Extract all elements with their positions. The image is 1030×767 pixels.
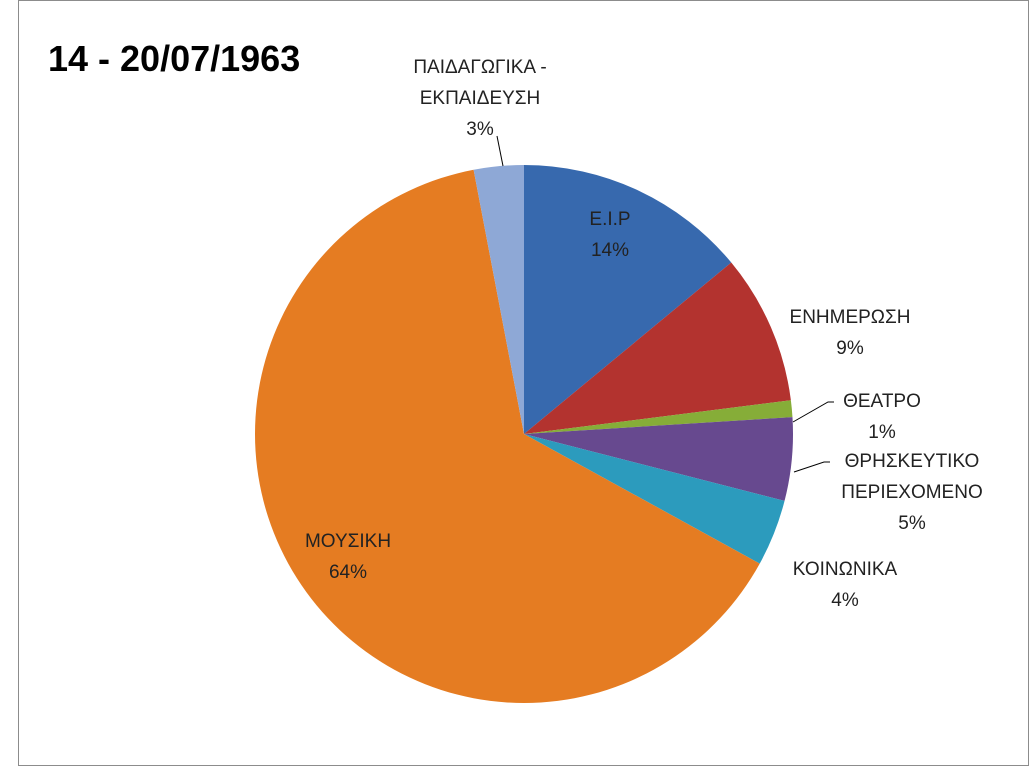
data-label: ΘΡΗΣΚΕΥΤΙΚΟ ΠΕΡΙΕΧΟΜΕΝΟ 5%	[812, 446, 1012, 539]
leader-line	[792, 401, 834, 423]
leader-line	[793, 461, 830, 473]
category-label: Ε.Ι.Ρ	[589, 209, 631, 230]
value-label: 1%	[868, 422, 896, 443]
pie-slice	[473, 165, 524, 434]
category-label: ΘΕΑΤΡΟ	[843, 391, 921, 412]
value-label: 5%	[898, 513, 926, 534]
leader-line	[496, 135, 504, 167]
value-label: 3%	[466, 119, 494, 140]
data-label: ΜΟΥΣΙΚΗ 64%	[288, 526, 408, 588]
category-label: ΚΟΙΝΩΝΙΚΑ	[792, 559, 898, 580]
category-label: ΕΝΗΜΕΡΩΣΗ	[789, 307, 911, 328]
chart-title: 14 - 20/07/1963	[48, 38, 301, 79]
pie-slice	[524, 400, 793, 434]
value-label: 4%	[831, 590, 859, 611]
category-label: ΠΑΙΔΑΓΩΓΙΚΑ - ΕΚΠΑΙΔΕΥΣΗ	[413, 57, 547, 109]
data-label: Ε.Ι.Ρ 14%	[550, 204, 670, 266]
pie-slice	[524, 417, 793, 501]
value-label: 64%	[328, 562, 368, 583]
data-label: ΠΑΙΔΑΓΩΓΙΚΑ - ΕΚΠΑΙΔΕΥΣΗ 3%	[380, 52, 580, 145]
category-label: ΜΟΥΣΙΚΗ	[304, 531, 392, 552]
value-label: 9%	[836, 338, 864, 359]
data-label: ΕΝΗΜΕΡΩΣΗ 9%	[770, 302, 930, 364]
pie-slice	[524, 165, 732, 434]
data-label: ΚΟΙΝΩΝΙΚΑ 4%	[770, 554, 920, 616]
pie-slice	[524, 434, 785, 564]
pie	[255, 165, 793, 704]
value-label: 14%	[590, 240, 630, 261]
pie-slice	[524, 262, 791, 434]
pie-slice	[255, 169, 760, 704]
category-label: ΘΡΗΣΚΕΥΤΙΚΟ ΠΕΡΙΕΧΟΜΕΝΟ	[841, 451, 983, 503]
data-label: ΘΕΑΤΡΟ 1%	[822, 386, 942, 448]
